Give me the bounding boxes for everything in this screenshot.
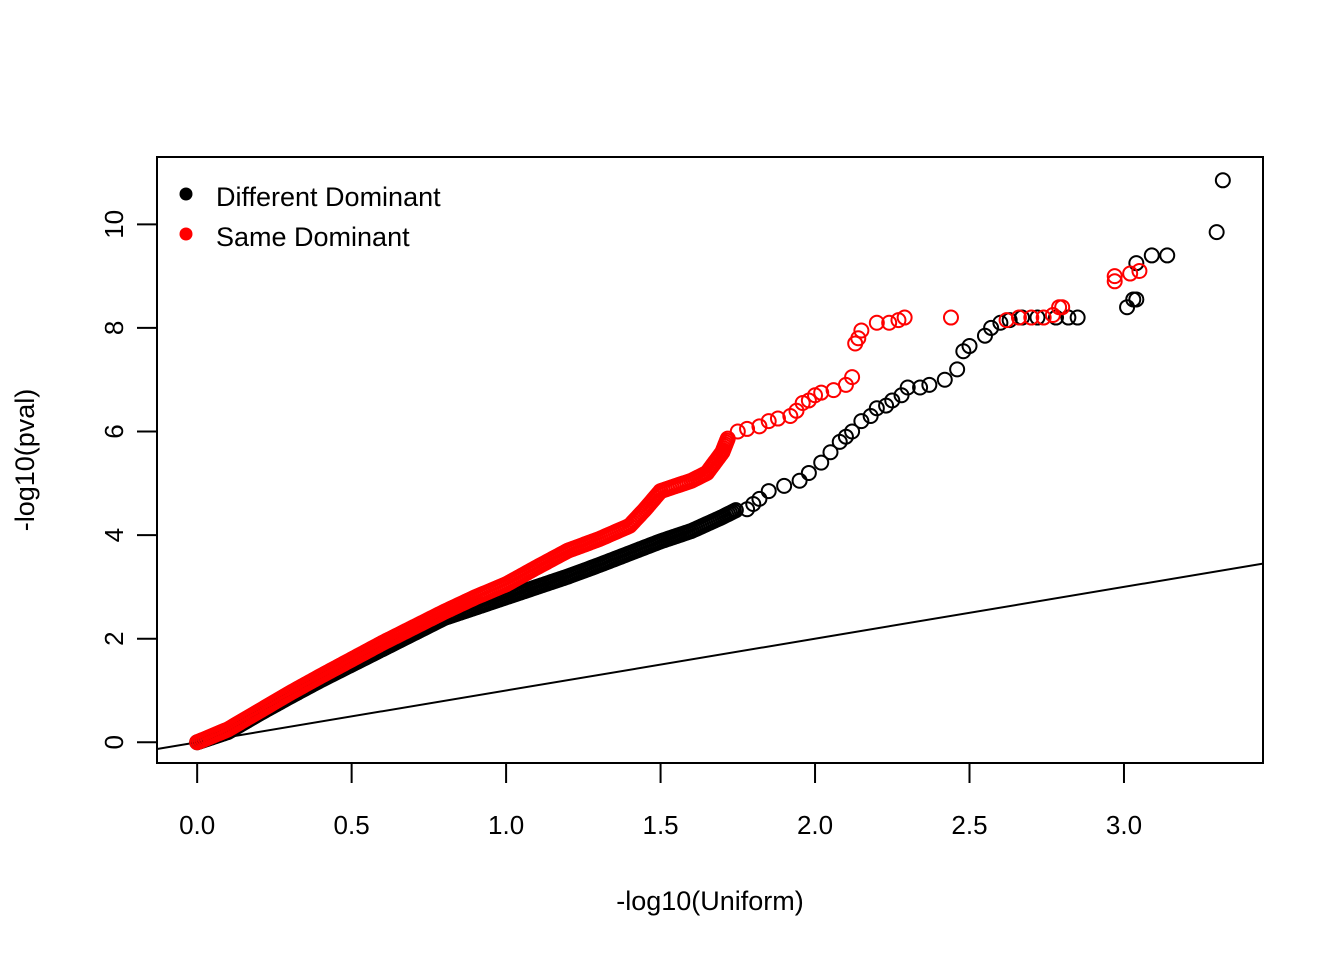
series-1 <box>189 262 1148 751</box>
x-tick-label: 2.5 <box>951 810 987 840</box>
data-point <box>1054 299 1071 316</box>
legend-marker-same-dominant <box>179 227 193 241</box>
data-point <box>760 483 777 500</box>
legend-label-same-dominant: Same Dominant <box>216 222 410 252</box>
data-point <box>813 384 830 401</box>
data-point <box>800 464 817 481</box>
data-point <box>813 454 830 471</box>
data-point <box>739 420 756 437</box>
data-point <box>853 322 870 339</box>
legend-marker-different-dominant <box>179 187 193 201</box>
y-tick-label: 2 <box>99 631 129 645</box>
data-point <box>760 413 777 430</box>
y-tick-label: 4 <box>99 528 129 542</box>
y-axis: 0 2 4 6 8 10 <box>99 210 158 750</box>
data-point <box>949 361 966 378</box>
points-layer <box>189 172 1231 751</box>
data-point <box>844 423 861 440</box>
x-tick-label: 2.0 <box>797 810 833 840</box>
y-axis-label: -log10(pval) <box>10 389 40 532</box>
data-point <box>896 309 913 326</box>
data-point <box>776 477 793 494</box>
data-point <box>921 376 938 393</box>
y-tick-label: 8 <box>99 321 129 335</box>
data-point <box>844 369 861 386</box>
data-point <box>1143 247 1160 264</box>
x-axis: 0.0 0.5 1.0 1.5 2.0 2.5 3.0 <box>179 762 1142 840</box>
data-point <box>1214 172 1231 189</box>
data-point <box>1131 262 1148 279</box>
data-point <box>936 371 953 388</box>
data-point <box>729 423 746 440</box>
x-axis-label: -log10(Uniform) <box>616 886 804 916</box>
data-point <box>853 413 870 430</box>
x-tick-label: 0.5 <box>334 810 370 840</box>
x-tick-label: 3.0 <box>1106 810 1142 840</box>
data-point <box>751 418 768 435</box>
data-point <box>942 309 959 326</box>
data-point <box>868 314 885 331</box>
legend: Different Dominant Same Dominant <box>179 182 441 252</box>
reference-line-y-equals-x <box>157 562 1263 751</box>
data-point <box>868 400 885 417</box>
data-point <box>727 502 744 519</box>
data-point <box>791 472 808 489</box>
data-point <box>998 312 1015 329</box>
data-point <box>1029 309 1046 326</box>
data-point <box>884 392 901 409</box>
data-point <box>769 410 786 427</box>
data-point <box>1035 309 1052 326</box>
data-point <box>899 379 916 396</box>
data-point <box>1069 309 1086 326</box>
data-point <box>983 319 1000 336</box>
y-tick-label: 6 <box>99 424 129 438</box>
data-point <box>881 314 898 331</box>
data-point <box>751 490 768 507</box>
data-point <box>822 444 839 461</box>
x-tick-label: 1.5 <box>642 810 678 840</box>
x-tick-label: 0.0 <box>179 810 215 840</box>
data-point <box>1010 309 1027 326</box>
data-point <box>1159 247 1176 264</box>
y-tick-label: 10 <box>99 210 129 239</box>
data-point <box>850 330 867 347</box>
data-point <box>912 379 929 396</box>
data-point <box>961 338 978 355</box>
data-point <box>1023 309 1040 326</box>
data-point <box>1128 291 1145 308</box>
x-tick-label: 1.0 <box>488 810 524 840</box>
legend-label-different-dominant: Different Dominant <box>216 182 441 212</box>
data-point <box>1208 224 1225 241</box>
data-point <box>1106 273 1123 290</box>
y-tick-label: 0 <box>99 735 129 749</box>
data-point <box>1106 268 1123 285</box>
data-point <box>1122 265 1139 282</box>
